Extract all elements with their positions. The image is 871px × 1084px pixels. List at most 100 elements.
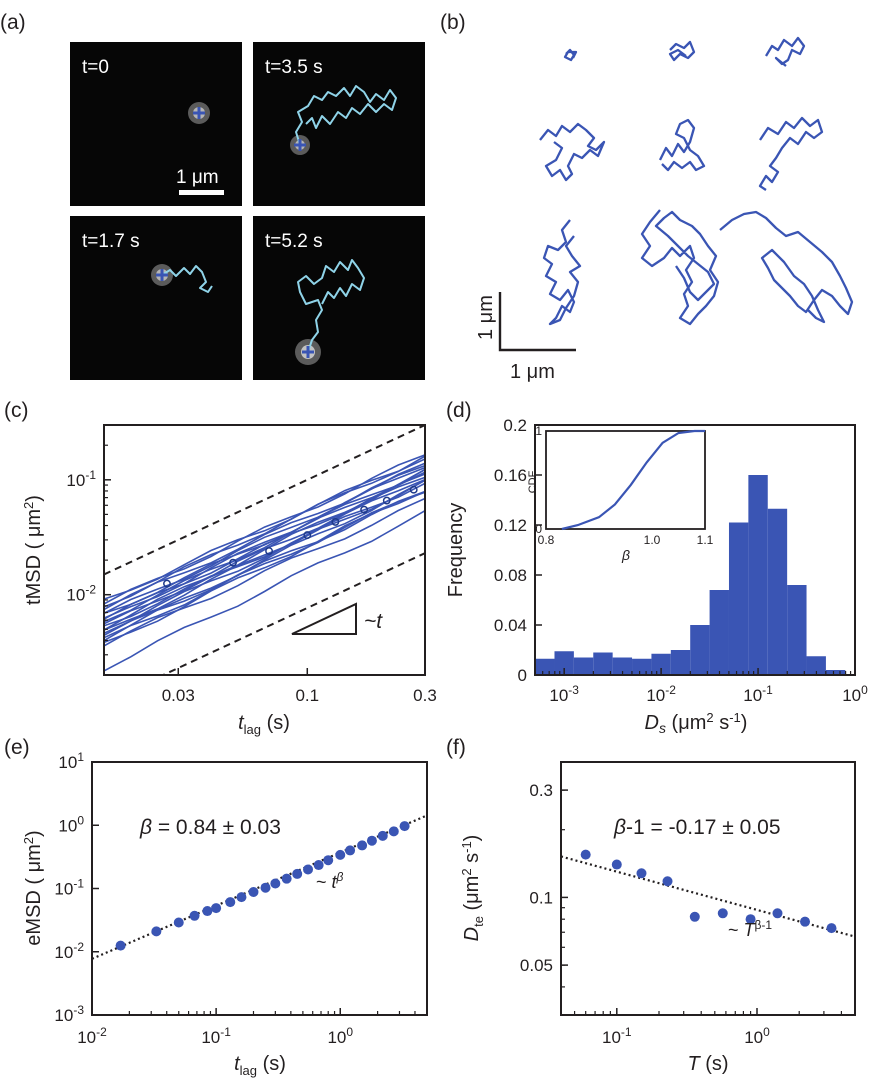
- tmsd-curve: [104, 466, 425, 619]
- data-point: [225, 897, 236, 908]
- y-tick-label: 0.1: [529, 888, 553, 907]
- trajectory-b5: [658, 118, 706, 172]
- trajectory-b1: [563, 48, 578, 62]
- y-tick-label: 10-2: [66, 583, 96, 605]
- plot-frame: [91, 761, 428, 1016]
- data-point: [366, 835, 377, 846]
- y-tick-label: 0.16: [494, 466, 527, 485]
- histogram-bar: [825, 670, 846, 675]
- data-point: [800, 916, 811, 927]
- chart-d-ds-histogram: 10-3 10-2 10-1 100 0 0.04 0.08 0.12 0.16 0.2 Frequ…: [445, 416, 868, 736]
- histogram-bar: [670, 650, 691, 675]
- histogram-bar: [806, 656, 826, 675]
- y-axis-label: tMSD ( μm2): [21, 495, 45, 605]
- data-point: [388, 826, 399, 837]
- plot-frame: [103, 424, 426, 676]
- bound-line: [104, 425, 425, 576]
- x-tick-label: 100: [744, 1025, 770, 1047]
- fit-label: ~ tβ: [316, 870, 344, 892]
- panel-label-b: (b): [440, 11, 466, 34]
- inset-x-tick-label: 1.0: [644, 533, 661, 547]
- trajectory-b7: [542, 219, 582, 326]
- tmsd-curve: [104, 468, 425, 623]
- data-point: [611, 859, 622, 870]
- histogram-bar: [767, 508, 788, 675]
- histogram-bar: [612, 657, 633, 675]
- mean-point: [331, 517, 340, 526]
- y-tick-label: 0.08: [494, 566, 527, 585]
- frame-t0: [70, 42, 242, 206]
- x-tick-label: 10-1: [743, 683, 773, 705]
- data-point: [189, 910, 200, 921]
- histogram-bar: [535, 658, 555, 675]
- x-axis-label: T (s): [687, 1053, 728, 1075]
- frame-t1-7: [70, 216, 242, 380]
- data-point: [826, 923, 837, 934]
- panel-b: 1 μm 1 μm: [475, 36, 854, 383]
- panel-label-f: (f): [446, 736, 466, 759]
- scalebar-label: 1 μm: [176, 167, 219, 188]
- histogram-bar: [593, 652, 613, 675]
- x-tick-label: 10-2: [646, 683, 676, 705]
- data-point: [662, 876, 673, 887]
- tmsd-curve: [104, 497, 425, 647]
- data-point: [357, 840, 368, 851]
- histogram-bar: [728, 522, 749, 675]
- data-point: [345, 845, 356, 856]
- data-point: [772, 908, 783, 919]
- data-point: [115, 940, 126, 951]
- scale-x-label: 1 μm: [510, 361, 555, 383]
- x-tick-label: 100: [842, 683, 868, 705]
- inset-frame: [545, 430, 706, 530]
- data-point: [292, 868, 303, 879]
- scale-y-label: 1 μm: [475, 295, 497, 340]
- tmsd-curve: [104, 479, 425, 642]
- mean-point: [163, 579, 171, 588]
- data-point: [580, 849, 591, 860]
- frame-trajectories: [161, 85, 397, 353]
- fit-label: ~ Tβ-1: [728, 918, 772, 940]
- inset-y-tick-label: 1: [535, 424, 542, 438]
- data-point: [335, 849, 346, 860]
- plot-area-c: [104, 425, 425, 675]
- plot-frame: [560, 761, 856, 1016]
- data-point: [236, 892, 247, 903]
- mean-point: [229, 558, 237, 567]
- panel-a: t=0 t=3.5 s t=1.7 s t=5.2 s 1 μm: [70, 42, 425, 380]
- panel-label-c: (c): [4, 399, 29, 422]
- histogram-bar: [632, 658, 652, 675]
- mean-point: [382, 496, 391, 505]
- frame-t3-5: [253, 42, 425, 206]
- trajectory-b4: [539, 122, 606, 182]
- data-point: [745, 914, 756, 925]
- cdf-curve: [561, 429, 705, 531]
- x-tick-label: 0.03: [162, 686, 195, 705]
- data-point: [636, 868, 647, 879]
- y-tick-label: 10-1: [66, 468, 96, 490]
- inset-y-tick-label: 0: [535, 522, 542, 536]
- beta-annotation: β = 0.84 ± 0.03: [139, 816, 281, 839]
- scale-bar-b: [498, 292, 576, 352]
- data-point: [260, 882, 271, 893]
- y-tick-label: 101: [58, 750, 84, 772]
- mean-point: [360, 505, 369, 514]
- frame-label-t1-7: t=1.7 s: [82, 231, 140, 252]
- data-point: [303, 864, 314, 875]
- mean-point: [265, 547, 274, 555]
- tmsd-curve: [104, 468, 425, 631]
- x-tick-label: 10-1: [201, 1025, 231, 1047]
- histogram-bar: [787, 585, 807, 675]
- x-axis-label: Ds (μm2 s-1): [645, 710, 748, 736]
- data-point: [399, 821, 410, 832]
- data-point: [313, 860, 324, 871]
- inset-x-tick-label: 1.1: [697, 533, 714, 547]
- trajectory-b6: [758, 116, 824, 191]
- data-point: [202, 906, 213, 917]
- tmsd-curve: [104, 458, 425, 600]
- mean-point: [303, 531, 312, 540]
- slope-label: ~t: [364, 610, 383, 633]
- plot-frame: [534, 424, 856, 676]
- frame-label-t0: t=0: [82, 57, 109, 78]
- data-point: [211, 903, 222, 914]
